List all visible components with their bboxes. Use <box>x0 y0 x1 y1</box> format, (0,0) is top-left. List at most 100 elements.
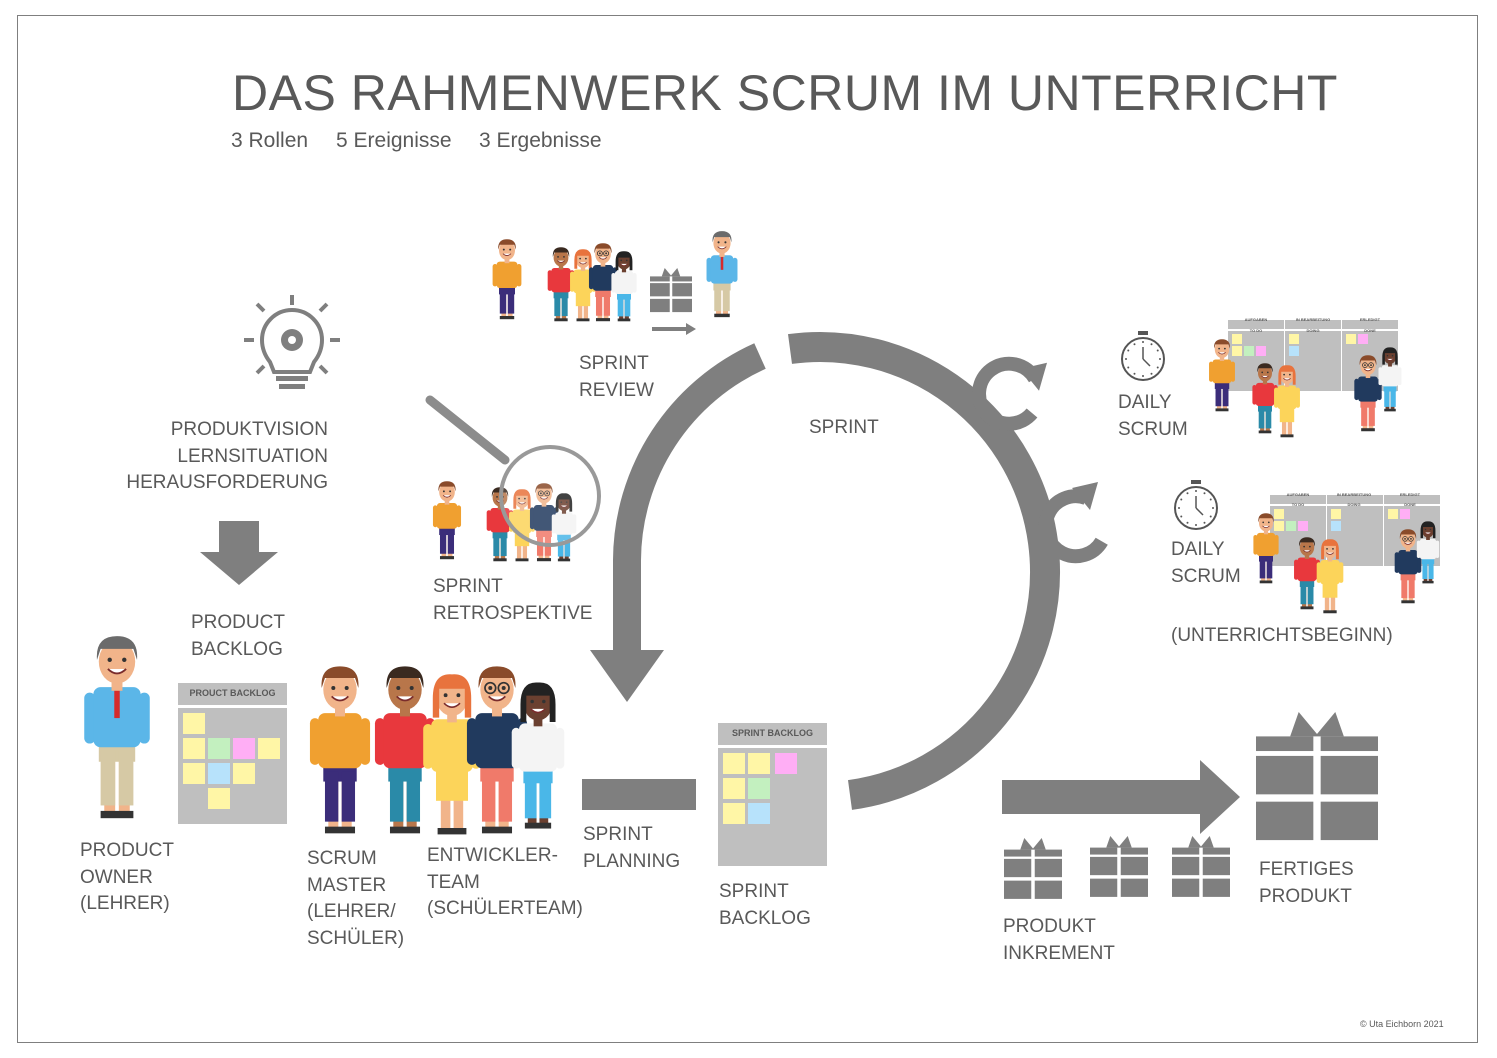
hair <box>432 674 472 718</box>
arm <box>84 692 96 744</box>
kanban2-header-tasks: AUFGABEN <box>1286 492 1310 497</box>
eye <box>585 257 587 260</box>
smile <box>530 708 546 714</box>
label-line: (LEHRER/ <box>307 901 396 922</box>
board-header <box>178 683 287 705</box>
kanban1-col-done: DONE <box>1364 328 1376 333</box>
shirt <box>1277 385 1297 410</box>
pants-leg <box>554 293 561 317</box>
pants-leg <box>595 292 603 316</box>
arm <box>309 718 320 765</box>
head <box>1258 364 1272 382</box>
arm <box>511 727 521 769</box>
watch-hand <box>1195 507 1204 516</box>
pants-leg <box>564 536 571 557</box>
arm <box>1338 562 1344 583</box>
arm <box>555 727 565 769</box>
arm <box>1354 378 1359 401</box>
shoe <box>1258 430 1265 434</box>
subtitle-roles: 3 Rollen <box>231 129 309 152</box>
shoe <box>1330 610 1337 614</box>
watch-tick <box>1127 349 1130 352</box>
label-line: BACKLOG <box>719 907 811 929</box>
pants-leg <box>1422 560 1428 580</box>
shirt <box>1320 559 1340 585</box>
eye <box>1261 371 1264 374</box>
lesson-start-label: (UNTERRICHTSBEGINN) <box>1171 625 1393 646</box>
label-line: REVIEW <box>579 379 654 401</box>
eye <box>605 252 608 255</box>
smile <box>557 260 565 263</box>
sprint-planning-label: SPRINT PLANNING <box>583 822 680 875</box>
shoe <box>1368 428 1375 432</box>
eye <box>1364 364 1366 367</box>
kanban2-col-doing: DOING <box>1347 502 1361 507</box>
watch-crown <box>1138 331 1148 335</box>
kanban2-header-done: ERLEDIGT <box>1399 492 1421 497</box>
eye <box>1266 371 1269 374</box>
arm <box>1435 540 1440 558</box>
label-line: SCRUM <box>307 848 377 869</box>
shoe <box>117 810 134 819</box>
shoe <box>544 558 552 562</box>
sticky-note <box>1256 346 1266 356</box>
sticky-note <box>233 738 255 759</box>
arm <box>1253 535 1258 555</box>
bulb-base <box>276 376 308 381</box>
pants-leg <box>389 771 404 822</box>
pants-leg <box>1258 407 1265 429</box>
neck <box>444 499 450 505</box>
gift-lid <box>1320 736 1378 752</box>
eye <box>1262 521 1265 524</box>
vision-line: PRODUKTVISION <box>170 419 328 440</box>
board-header <box>1228 320 1284 329</box>
smile <box>620 263 628 266</box>
arm <box>1252 385 1257 405</box>
watch-tick <box>1180 515 1183 518</box>
eye <box>344 686 349 691</box>
shirt <box>1419 538 1437 560</box>
shirt <box>1358 376 1378 402</box>
watch-tick <box>1209 515 1212 518</box>
neck <box>334 704 346 717</box>
glasses <box>1402 536 1408 542</box>
hair <box>513 489 531 509</box>
arm <box>570 271 575 292</box>
label-line: SCHÜLER) <box>307 927 405 949</box>
gift-box <box>1090 878 1118 897</box>
arm <box>1295 387 1300 408</box>
smile <box>1262 525 1270 528</box>
hair <box>1382 347 1398 365</box>
watch-tick <box>1186 521 1189 524</box>
head <box>323 669 357 710</box>
daily-person <box>1294 537 1320 610</box>
head <box>595 244 611 264</box>
stopwatch-icon <box>1121 331 1165 381</box>
eye <box>1289 373 1291 376</box>
head <box>1299 538 1315 556</box>
product-owner-figure <box>84 636 150 819</box>
gift-bow <box>1188 836 1214 848</box>
pants-leg <box>617 295 624 317</box>
pants-leg <box>1222 384 1229 407</box>
copyright: © Uta Eichborn 2021 <box>1360 1019 1444 1029</box>
label-line: BACKLOG <box>191 638 283 660</box>
pants-leg <box>1215 384 1222 407</box>
smile <box>560 505 568 508</box>
gift-bow <box>1106 836 1132 848</box>
watch-tick <box>1195 524 1197 526</box>
shoe <box>1215 408 1222 412</box>
bulb-base <box>279 384 305 389</box>
shoe <box>554 318 561 322</box>
shoe <box>497 826 513 834</box>
hair <box>535 483 553 494</box>
gift-box <box>1034 880 1062 899</box>
shoe <box>1266 580 1273 584</box>
watch-tick <box>1203 492 1206 495</box>
gift-bow <box>661 268 681 277</box>
eye <box>107 657 112 663</box>
head <box>499 240 515 260</box>
arm <box>1316 562 1322 583</box>
eye <box>509 248 512 251</box>
shoe <box>561 318 568 322</box>
